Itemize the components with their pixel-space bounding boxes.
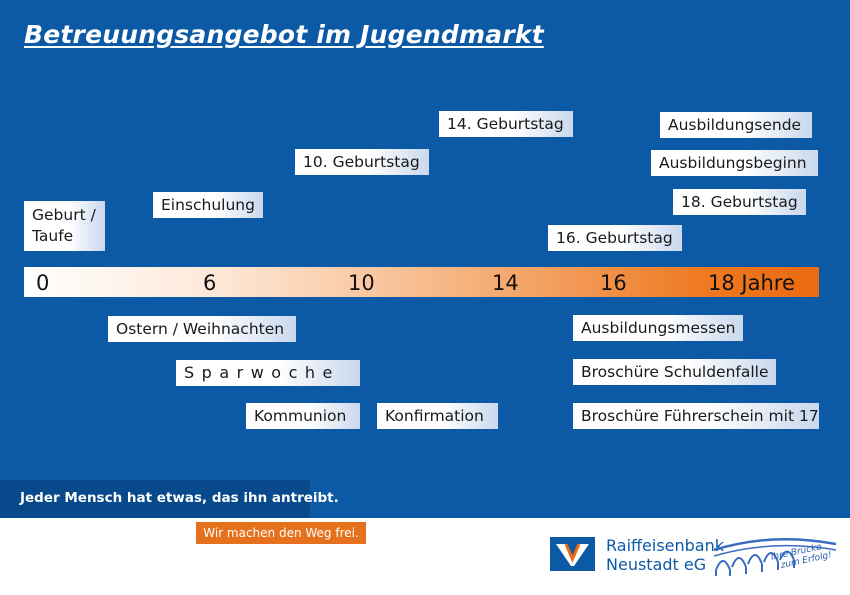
offer-kommunion: Kommunion [246,403,360,429]
event-18-geburtstag: 18. Geburtstag [673,189,806,215]
page-title: Betreuungsangebot im Jugendmarkt [24,20,544,49]
offer-broschuere-fuehrerschein: Broschüre Führerschein mit 17 [573,403,819,429]
offer-ostern-weihnachten: Ostern / Weihnachten [108,316,296,342]
event-ausbildungsende: Ausbildungsende [660,112,812,138]
bank-name: Raiffeisenbank Neustadt eG [606,536,724,574]
bank-name-line: Raiffeisenbank [606,536,725,555]
event-10-geburtstag: 10. Geburtstag [295,149,429,175]
offer-broschuere-schuldenfalle: Broschüre Schuldenfalle [573,359,776,385]
event-ausbildungsbeginn: Ausbildungsbeginn [651,150,818,176]
event-geburt-taufe: Geburt / Taufe [24,201,105,251]
offer-sparwoche: Sparwoche [176,360,360,386]
event-14-geburtstag: 14. Geburtstag [439,111,573,137]
event-16-geburtstag: 16. Geburtstag [548,225,682,251]
bridge-icon [713,537,837,576]
tick-label: 18 Jahre [708,271,795,295]
blue-background [0,0,850,518]
tick-label: 0 [36,271,50,295]
bank-name-line: Neustadt eG [606,555,707,574]
tick-label: 6 [203,271,217,295]
claim-banner: Wir machen den Weg frei. [196,522,366,544]
timeline-bar [24,267,819,297]
event-einschulung: Einschulung [153,192,263,218]
tick-label: 16 [600,271,627,295]
offer-ausbildungsmessen: Ausbildungsmessen [573,315,743,341]
volksbank-logo-icon [550,537,595,571]
tick-label: 14 [492,271,519,295]
offer-konfirmation: Konfirmation [377,403,498,429]
slogan-banner: Jeder Mensch hat etwas, das ihn antreibt… [0,480,339,518]
tick-label: 10 [348,271,375,295]
